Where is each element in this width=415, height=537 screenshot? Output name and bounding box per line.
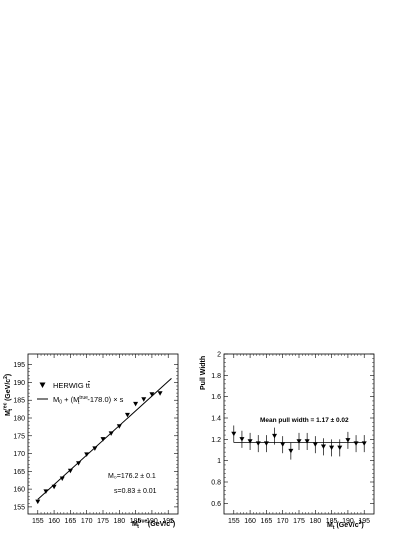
x-tick-label: 190 [146, 518, 158, 525]
left-fit-line-group [37, 378, 172, 500]
right-data-points [231, 425, 367, 460]
right-annotation-mean-pull: Mean pull width = 1.17 ± 0.02 [260, 417, 349, 424]
y-tick-label: 160 [13, 487, 25, 494]
right-data-point [345, 438, 351, 443]
left-data-point [92, 446, 98, 451]
left-data-point [157, 391, 163, 396]
right-data-point [263, 441, 269, 446]
y-tick-label: 1.4 [211, 416, 221, 423]
left-data-point [116, 424, 122, 429]
right-data-point [320, 444, 326, 450]
left-data-point [100, 437, 106, 442]
x-tick-label: 160 [48, 518, 60, 525]
left-data-point [133, 401, 139, 407]
left-data-point [149, 392, 155, 397]
x-tick-label: 175 [97, 518, 109, 525]
x-tick-label: 185 [326, 518, 338, 525]
y-tick-label: 0.6 [211, 501, 221, 508]
x-tick-label: 175 [293, 518, 305, 525]
left-chart: 155 160 165 170 175 180 185 190 195 155 160 165 170 1… [3, 353, 179, 531]
legend-marker-triangle [39, 382, 46, 388]
y-tick-label: 0.8 [211, 480, 221, 487]
x-tick-label: 170 [81, 518, 93, 525]
left-data-point [76, 461, 82, 466]
y-tick-label: 1.8 [211, 373, 221, 380]
x-tick-label: 180 [309, 518, 321, 525]
right-data-point [239, 437, 245, 442]
right-data-point [312, 442, 318, 447]
right-chart: 155 160 165 170 175 180 185 190 195 0.6 0.8 1 1.2 1.4… [200, 352, 375, 531]
legend-tbar: t [88, 381, 91, 390]
right-data-point [255, 441, 261, 446]
left-legend: HERWIG tt M0 + (Mtrue t -178.0) × s [37, 381, 124, 406]
left-data-point [35, 499, 41, 505]
x-tick-label: 190 [342, 518, 354, 525]
left-fit-line [37, 378, 172, 500]
right-data-point [361, 441, 367, 446]
left-data-point [124, 412, 130, 418]
left-data-point [108, 431, 114, 436]
right-data-point [280, 442, 286, 447]
legend-herwig-label: HERWIG tt [53, 381, 91, 390]
right-data-point [337, 445, 343, 451]
right-data-point [304, 439, 310, 444]
right-data-point [231, 431, 237, 437]
y-tick-label: 155 [13, 504, 25, 511]
right-data-point [272, 433, 278, 439]
y-tick-label: 1 [217, 458, 221, 465]
x-tick-label: 165 [261, 518, 273, 525]
x-tick-label: 170 [277, 518, 289, 525]
left-data-point [84, 452, 90, 457]
y-tick-label: 195 [13, 362, 25, 369]
y-tick-label: 2 [217, 352, 221, 359]
x-tick-label: 155 [32, 518, 44, 525]
x-tick-label: 165 [65, 518, 77, 525]
left-data-point [43, 489, 49, 494]
y-tick-label: 165 [13, 469, 25, 476]
left-ylabel: Mrect (GeV/c2) [3, 374, 15, 416]
left-axis-ticks: 155 160 165 170 175 180 185 190 195 155 160 165 170 1… [13, 354, 178, 525]
y-tick-label: 180 [13, 416, 25, 423]
right-xlabel: Mt (GeV/c2) [327, 520, 364, 531]
right-data-point [296, 439, 302, 444]
legend-fit-label: M0 + (Mtrue t -178.0) × s [53, 395, 124, 406]
right-ylabel: Pull Width [200, 356, 207, 390]
x-tick-label: 195 [162, 518, 174, 525]
left-data-point [141, 397, 147, 402]
left-data-point [67, 468, 73, 474]
right-axis-ticks: 155 160 165 170 175 180 185 190 195 0.6 0.8 1 1.2 1.4… [211, 352, 374, 525]
y-tick-label: 1.2 [211, 437, 221, 444]
x-tick-label: 160 [244, 518, 256, 525]
left-xlabel: Mtrue t (GeV/c2) [132, 519, 175, 531]
y-tick-label: 175 [13, 433, 25, 440]
left-data-points [35, 391, 163, 505]
left-annotation-m0: M₀=176.2 ± 0.1 [108, 473, 156, 480]
left-data-point [51, 484, 57, 490]
right-data-point [288, 448, 294, 454]
left-data-point [59, 476, 65, 482]
right-data-point [353, 441, 359, 446]
right-data-point [329, 445, 335, 451]
y-tick-label: 190 [13, 380, 25, 387]
right-data-point [247, 439, 253, 444]
x-tick-label: 195 [358, 518, 370, 525]
x-tick-label: 155 [228, 518, 240, 525]
y-tick-label: 170 [13, 451, 25, 458]
x-tick-label: 185 [130, 518, 142, 525]
x-tick-label: 180 [113, 518, 125, 525]
y-tick-label: 185 [13, 398, 25, 405]
y-tick-label: 1.6 [211, 394, 221, 401]
left-annotation-s: s=0.83 ± 0.01 [114, 488, 157, 495]
